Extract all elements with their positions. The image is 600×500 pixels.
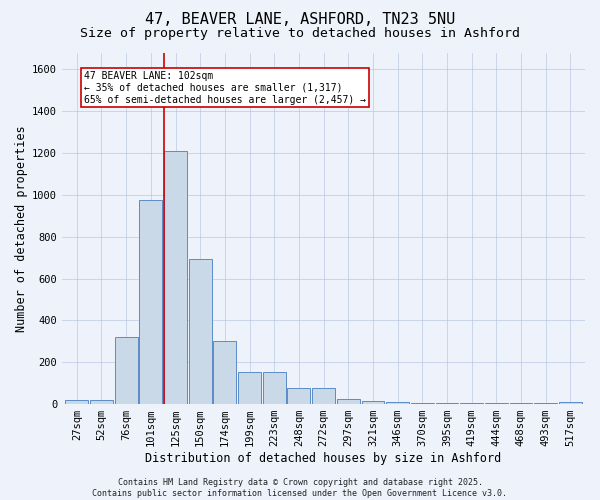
Bar	[312, 388, 335, 404]
Bar	[559, 402, 581, 404]
Bar	[386, 402, 409, 404]
Text: 47, BEAVER LANE, ASHFORD, TN23 5NU: 47, BEAVER LANE, ASHFORD, TN23 5NU	[145, 12, 455, 28]
Bar	[263, 372, 286, 404]
Text: Size of property relative to detached houses in Ashford: Size of property relative to detached ho…	[80, 28, 520, 40]
Bar	[337, 399, 359, 404]
Text: 47 BEAVER LANE: 102sqm
← 35% of detached houses are smaller (1,317)
65% of semi-: 47 BEAVER LANE: 102sqm ← 35% of detached…	[84, 72, 366, 104]
Bar	[460, 403, 483, 404]
X-axis label: Distribution of detached houses by size in Ashford: Distribution of detached houses by size …	[145, 452, 502, 465]
Bar	[214, 342, 236, 404]
Bar	[362, 401, 384, 404]
Bar	[115, 337, 137, 404]
Y-axis label: Number of detached properties: Number of detached properties	[15, 125, 28, 332]
Bar	[411, 403, 434, 404]
Bar	[65, 400, 88, 404]
Text: Contains HM Land Registry data © Crown copyright and database right 2025.
Contai: Contains HM Land Registry data © Crown c…	[92, 478, 508, 498]
Bar	[90, 400, 113, 404]
Bar	[436, 403, 458, 404]
Bar	[238, 372, 261, 404]
Bar	[164, 151, 187, 404]
Bar	[139, 200, 162, 404]
Bar	[509, 403, 532, 404]
Bar	[287, 388, 310, 404]
Bar	[189, 258, 212, 404]
Bar	[485, 403, 508, 404]
Bar	[534, 403, 557, 404]
